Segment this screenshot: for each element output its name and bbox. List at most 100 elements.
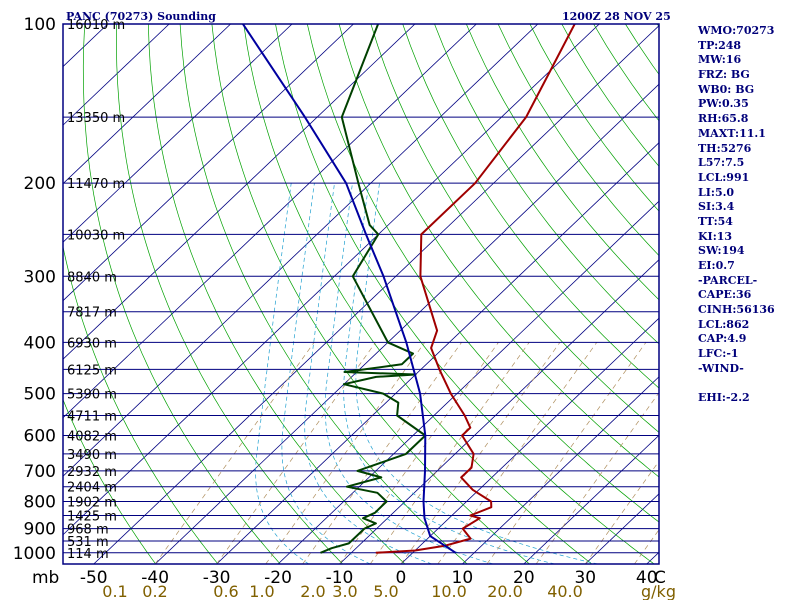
mixing-ratio-line — [216, 342, 376, 564]
height-label: 114 m — [67, 547, 109, 562]
temperature-tick-label: -40 — [141, 568, 169, 588]
isotherm-line — [63, 24, 293, 243]
mixing-ratio-line — [369, 342, 530, 564]
mixing-ratio-line — [535, 392, 659, 564]
index-item: LI:5.0 — [698, 185, 735, 199]
dry-adiabat-line — [211, 24, 530, 564]
parcel-trace — [242, 24, 457, 554]
moist-adiabat-line — [304, 183, 432, 564]
isotherm-line — [339, 259, 659, 564]
dry-adiabat-line — [63, 244, 219, 564]
height-label: 2932 m — [67, 465, 117, 480]
temperature-tick-label: -50 — [80, 568, 108, 588]
height-label: 5390 m — [67, 388, 117, 403]
mixing-ratio-line — [154, 342, 315, 564]
mixing-ratio-line — [302, 342, 462, 564]
dry-adiabat-line — [497, 24, 659, 257]
height-label: 6930 m — [67, 336, 117, 351]
mixing-ratio-line — [486, 342, 647, 564]
index-item: PW:0.35 — [698, 97, 749, 111]
dry-adiabat-line — [243, 24, 593, 564]
pressure-tick-label: 800 — [24, 493, 56, 513]
mixing-ratio-lines — [154, 183, 659, 564]
isotherm-line — [400, 317, 659, 564]
pressure-unit-label: mb — [32, 568, 59, 588]
height-label: 10030 m — [67, 228, 125, 243]
isotherm-line — [93, 25, 659, 564]
pressure-tick-label: 200 — [24, 174, 56, 194]
index-item: FRZ: BG — [698, 68, 750, 82]
dry-adiabat-line — [306, 24, 659, 523]
pressure-tick-label: 600 — [24, 426, 56, 446]
mixing-ratio-label: 2.0 — [300, 582, 325, 600]
isotherm-line — [63, 24, 477, 419]
isotherm-line — [0, 24, 46, 564]
dry-adiabat-line — [465, 24, 659, 301]
isotherm-line — [63, 24, 539, 477]
adiabat-lines — [63, 24, 659, 564]
dry-adiabat-line — [402, 24, 659, 389]
isotherm-line — [63, 24, 416, 360]
mixing-ratio-label: 0.6 — [213, 582, 238, 600]
pressure-tick-label: 500 — [24, 385, 56, 405]
index-item: CAP:4.9 — [698, 332, 747, 346]
temperature-tick-label: 10 — [452, 568, 474, 588]
dry-adiabat-line — [370, 24, 659, 433]
moist-adiabat-line — [343, 183, 555, 564]
dry-adiabat-line — [338, 24, 659, 478]
index-item: TT:54 — [698, 214, 733, 228]
index-item: KI:13 — [698, 229, 733, 243]
height-label: 1902 m — [67, 496, 117, 511]
pressure-tick-label: 1000 — [13, 544, 56, 564]
index-item: MW:16 — [698, 53, 742, 67]
mixing-ratio-label: 3.0 — [332, 582, 357, 600]
moist-adiabat-line — [255, 183, 309, 564]
stability-indices-panel: WMO:70273 TP:248 MW:16 FRZ: BG WB0: BG PW:0.3… — [698, 24, 798, 406]
height-label: 4711 m — [67, 410, 117, 425]
height-label: 3490 m — [67, 448, 117, 463]
moist-adiabat-line — [281, 183, 371, 564]
index-item: LCL:991 — [698, 170, 750, 184]
temperature-tick-label: -10 — [326, 568, 354, 588]
index-item: -PARCEL- — [698, 273, 758, 287]
dry-adiabat-line — [275, 24, 655, 564]
index-item: MAXT:11.1 — [698, 126, 766, 140]
index-item: WMO:70273 — [698, 24, 775, 37]
index-item: SW:194 — [698, 244, 745, 258]
index-item: L57:7.5 — [698, 156, 745, 170]
isotherm-line — [523, 434, 659, 564]
mixing-ratio-label: 40.0 — [547, 582, 583, 600]
pressure-tick-label: 400 — [24, 333, 56, 353]
index-item: CINH:56136 — [698, 303, 775, 317]
index-item: TH:5276 — [698, 141, 752, 155]
index-item: WB0: BG — [698, 82, 755, 96]
isobar-lines — [63, 23, 659, 554]
index-item — [698, 377, 798, 392]
height-label: 2404 m — [67, 481, 117, 496]
dry-adiabat-line — [63, 398, 156, 564]
mixing-ratio-unit-label: g/kg — [641, 582, 676, 600]
mixing-ratio-line — [584, 460, 659, 564]
index-item: TP:248 — [698, 38, 742, 52]
temperature-tick-label: -20 — [264, 568, 292, 588]
temperature-tick-label: 30 — [574, 568, 596, 588]
temperature-tick-label: 40 — [636, 568, 658, 588]
plot-frame — [62, 23, 660, 565]
pressure-tick-label: 100 — [24, 15, 56, 35]
sounding-traces — [242, 24, 576, 554]
height-label: 13350 m — [67, 111, 125, 126]
mixing-ratio-label: 20.0 — [487, 582, 523, 600]
temperature-trace — [375, 24, 576, 554]
index-item: SI:3.4 — [698, 200, 735, 214]
height-label: 1425 m — [67, 509, 117, 524]
dry-adiabat-line — [116, 24, 343, 564]
height-label: 16010 m — [67, 18, 125, 33]
dry-adiabat-line — [82, 24, 281, 564]
isotherm-line — [63, 24, 170, 126]
sounding-time: 1200Z 28 NOV 25 — [562, 10, 671, 23]
temperature-tick-label: 0 — [396, 568, 407, 588]
index-item: -WIND- — [698, 361, 744, 375]
isotherm-line — [63, 24, 231, 185]
height-label: 11470 m — [67, 177, 125, 192]
